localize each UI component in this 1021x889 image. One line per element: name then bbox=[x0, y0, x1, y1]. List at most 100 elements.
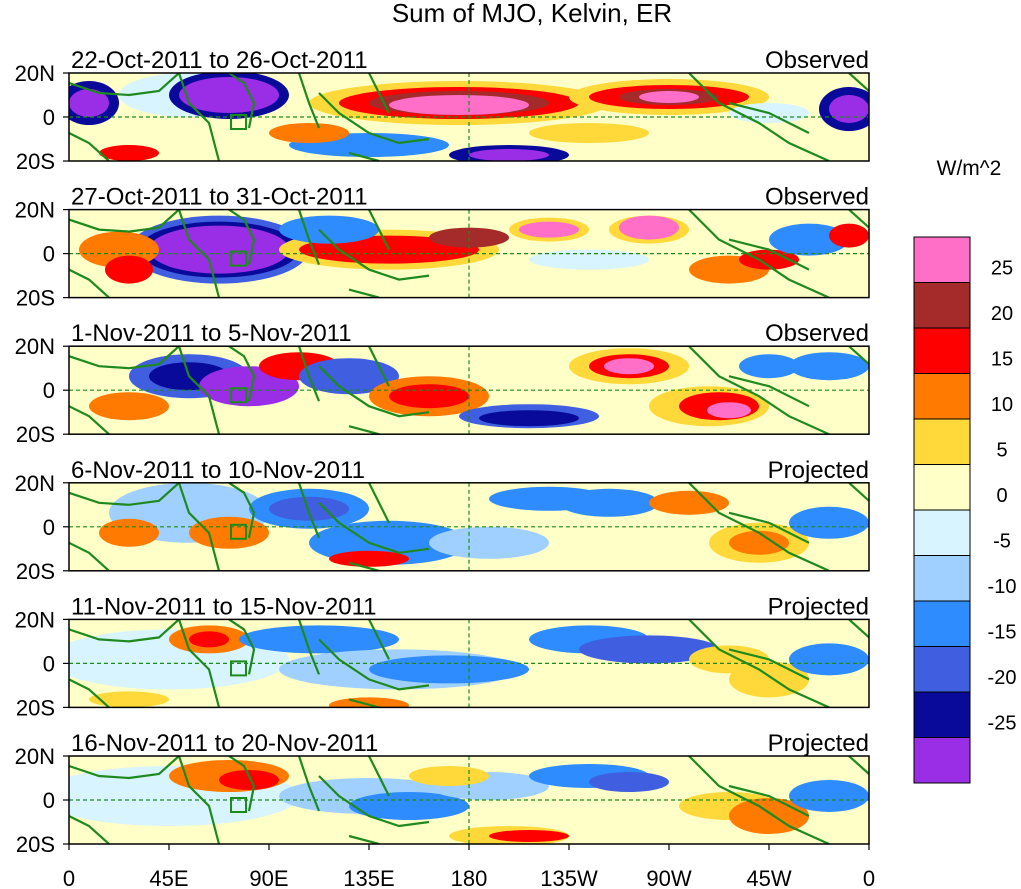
colorbar-legend: W/m^2 25 20 15 10 5 0 -5 -10 -15 -20 -25 bbox=[913, 157, 1017, 784]
coastline bbox=[348, 561, 380, 571]
region-box-marker bbox=[230, 250, 247, 267]
anomaly-contour bbox=[529, 123, 649, 143]
latitude-label: 0 bbox=[43, 105, 55, 130]
anomaly-contour bbox=[89, 392, 169, 421]
map-panel: 1-Nov-2011 to 5-Nov-2011 Observed 20N 0 20S bbox=[15, 320, 870, 447]
anomaly-field bbox=[69, 73, 869, 161]
map-panel: 27-Oct-2011 to 31-Oct-2011 Observed 20N 0 20… bbox=[15, 184, 870, 311]
coastline bbox=[69, 756, 180, 780]
colorbar-tick-label: -25 bbox=[988, 713, 1017, 735]
latitude-label: 0 bbox=[43, 515, 55, 540]
anomaly-contour bbox=[739, 354, 799, 379]
coastline bbox=[688, 482, 830, 571]
coastline bbox=[69, 405, 110, 435]
coastline bbox=[688, 346, 830, 435]
anomaly-contour bbox=[389, 384, 469, 409]
colorbar-tick-label: -20 bbox=[988, 667, 1017, 689]
anomaly-contour bbox=[189, 516, 269, 549]
anomaly-contour bbox=[559, 488, 659, 517]
panel-type-label: Projected bbox=[768, 730, 869, 757]
coastline bbox=[177, 482, 221, 571]
colorbar-swatch bbox=[913, 555, 971, 602]
map-panel: 11-Nov-2011 to 15-Nov-2011 Projected 20N 0 2… bbox=[15, 593, 870, 720]
anomaly-contour bbox=[789, 643, 869, 676]
coastline bbox=[728, 784, 810, 817]
panel-type-label: Projected bbox=[768, 457, 869, 484]
colorbar-swatch bbox=[913, 418, 971, 465]
colorbar-tick-label: 10 bbox=[991, 394, 1013, 416]
colorbar-swatch bbox=[913, 646, 971, 693]
latitude-label: 20S bbox=[16, 422, 55, 447]
latitude-label: 20N bbox=[15, 334, 55, 359]
coastline-outlines bbox=[69, 482, 869, 571]
coastline bbox=[348, 425, 380, 435]
latitude-label: 20N bbox=[15, 471, 55, 496]
coastline bbox=[177, 209, 221, 298]
longitude-label: 90E bbox=[249, 866, 288, 889]
anomaly-contour bbox=[529, 249, 649, 270]
latitude-label: 20N bbox=[15, 61, 55, 86]
latitude-label: 0 bbox=[43, 788, 55, 813]
latitude-label: 0 bbox=[43, 651, 55, 676]
panel-type-label: Observed bbox=[765, 320, 869, 347]
map-panel: 6-Nov-2011 to 10-Nov-2011 Projected 20N 0 20… bbox=[15, 457, 870, 584]
coastline bbox=[688, 756, 830, 844]
anomaly-contour bbox=[579, 635, 719, 664]
coastline bbox=[69, 541, 110, 571]
anomaly-contour bbox=[409, 766, 489, 786]
coastline bbox=[69, 815, 110, 844]
colorbar-swatch bbox=[913, 282, 971, 329]
latitude-label: 20S bbox=[16, 695, 55, 720]
anomaly-contour bbox=[369, 655, 529, 684]
colorbar-swatch bbox=[913, 373, 971, 420]
coastline bbox=[297, 482, 321, 539]
colorbar-tick-label: -15 bbox=[988, 622, 1017, 644]
longitude-label: 0 bbox=[63, 866, 75, 889]
anomaly-contour bbox=[219, 770, 279, 790]
anomaly-contour bbox=[299, 358, 399, 395]
latitude-label: 20S bbox=[16, 832, 55, 857]
map-panel: 22-Oct-2011 to 26-Oct-2011 Observed 20N 0 20… bbox=[15, 47, 870, 174]
anomaly-contour bbox=[589, 772, 669, 792]
colorbar-tick-labels: 25 20 15 10 5 0 -5 -10 -15 -20 -25 bbox=[988, 258, 1017, 735]
anomaly-field bbox=[99, 482, 869, 567]
latitude-label: 0 bbox=[43, 242, 55, 267]
coastline bbox=[228, 209, 256, 265]
anomaly-contour bbox=[789, 352, 869, 381]
anomaly-contour bbox=[469, 149, 549, 161]
latitude-label: 20N bbox=[15, 744, 55, 769]
colorbar-swatch bbox=[913, 327, 971, 374]
coastline bbox=[728, 238, 810, 271]
map-panels: 22-Oct-2011 to 26-Oct-2011 Observed 20N 0 20… bbox=[15, 47, 870, 857]
coastline bbox=[368, 209, 390, 251]
region-box-marker bbox=[230, 797, 247, 813]
latitude-label: 20S bbox=[16, 149, 55, 174]
anomaly-contour bbox=[729, 530, 789, 555]
coastline bbox=[318, 228, 430, 281]
coastline bbox=[368, 756, 390, 797]
coastline bbox=[297, 346, 321, 402]
colorbar-unit-label: W/m^2 bbox=[937, 157, 1002, 180]
coastline bbox=[368, 73, 390, 114]
coastline-outlines bbox=[69, 346, 869, 435]
anomaly-contour bbox=[349, 792, 469, 820]
latitude-label: 20S bbox=[16, 286, 55, 311]
anomaly-contour bbox=[489, 830, 569, 842]
coastline bbox=[177, 756, 221, 844]
colorbar-tick-label: -5 bbox=[993, 531, 1011, 553]
longitude-axis: 0 45E 90E 135E 180 135W 90W 45W 0 bbox=[63, 844, 875, 889]
coastline bbox=[228, 73, 256, 129]
region-box-marker bbox=[230, 523, 247, 540]
coastline bbox=[318, 775, 430, 828]
coastline bbox=[177, 346, 221, 435]
colorbar-swatch bbox=[913, 691, 971, 738]
coastline bbox=[848, 346, 869, 366]
figure-title: Sum of MJO, Kelvin, ER bbox=[392, 0, 672, 28]
coastline bbox=[728, 101, 810, 134]
panel-date-range: 22-Oct-2011 to 26-Oct-2011 bbox=[71, 47, 368, 74]
anomaly-field bbox=[89, 348, 869, 429]
latitude-label: 0 bbox=[43, 378, 55, 403]
colorbar-tick-label: 15 bbox=[991, 349, 1013, 371]
anomaly-contour bbox=[789, 506, 869, 539]
